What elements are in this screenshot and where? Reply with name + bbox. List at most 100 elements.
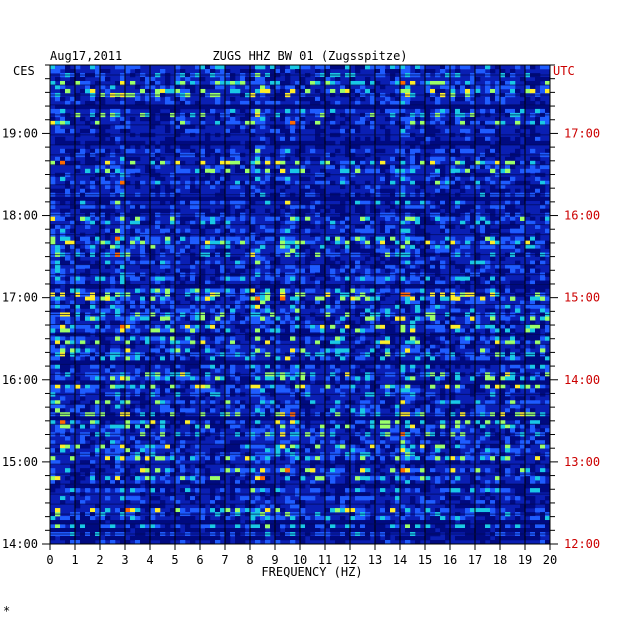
heatmap-cell (80, 336, 86, 341)
heatmap-cell (325, 360, 331, 365)
heatmap-cell (50, 284, 56, 289)
heatmap-cell (270, 260, 276, 265)
heatmap-cell (255, 348, 261, 353)
heatmap-cell (70, 408, 76, 413)
heatmap-cell (375, 356, 381, 361)
heatmap-cell (390, 340, 396, 345)
heatmap-cell (335, 360, 341, 365)
heatmap-cell (470, 140, 476, 146)
heatmap-cell (360, 316, 366, 321)
heatmap-cell (200, 340, 206, 345)
heatmap-cell (535, 224, 541, 229)
heatmap-cell (305, 216, 311, 221)
heatmap-cell (315, 156, 321, 162)
heatmap-cell (175, 180, 181, 186)
heatmap-cell (415, 380, 421, 385)
heatmap-cell (60, 348, 66, 353)
heatmap-cell (385, 264, 391, 269)
heatmap-cell (160, 224, 166, 229)
heatmap-cell (405, 100, 411, 106)
heatmap-cell (125, 256, 131, 261)
heatmap-cell (50, 364, 56, 369)
heatmap-cell (440, 364, 446, 369)
heatmap-cell (415, 260, 421, 265)
heatmap-cell (50, 348, 56, 353)
heatmap-cell (445, 316, 451, 321)
heatmap-cell (140, 340, 146, 345)
heatmap-cell (140, 276, 146, 281)
heatmap-cell (120, 156, 126, 162)
heatmap-cell (325, 240, 331, 245)
heatmap-cell (170, 108, 176, 114)
heatmap-cell (500, 168, 506, 174)
heatmap-cell (90, 300, 96, 305)
heatmap-cell (535, 236, 541, 241)
heatmap-cell (95, 324, 101, 329)
heatmap-cell (335, 320, 341, 325)
heatmap-cell (445, 148, 451, 154)
heatmap-cell (165, 408, 171, 413)
heatmap-cell (55, 260, 61, 265)
heatmap-cell (130, 164, 136, 170)
heatmap-cell (65, 276, 71, 281)
heatmap-cell (390, 328, 396, 333)
heatmap-cell (445, 128, 451, 134)
heatmap-cell (80, 408, 86, 413)
heatmap-cell (535, 116, 541, 122)
heatmap-cell (395, 200, 401, 206)
heatmap-cell (270, 324, 276, 329)
heatmap-cell (220, 328, 226, 333)
heatmap-cell (325, 80, 331, 86)
heatmap-cell (315, 76, 321, 82)
heatmap-cell (250, 216, 256, 221)
heatmap-cell (95, 380, 101, 385)
heatmap-cell (280, 308, 286, 313)
heatmap-cell (535, 364, 541, 369)
heatmap-cell (125, 360, 131, 365)
heatmap-cell (485, 120, 491, 126)
heatmap-cell (540, 256, 546, 261)
heatmap-cell (355, 208, 361, 213)
heatmap-cell (340, 176, 346, 182)
heatmap-cell (395, 380, 401, 385)
heatmap-cell (125, 280, 131, 285)
heatmap-cell (245, 104, 251, 110)
heatmap-cell (240, 316, 246, 321)
heatmap-cell (230, 216, 236, 221)
heatmap-cell (125, 340, 131, 345)
heatmap-cell (155, 376, 161, 381)
heatmap-cell (90, 104, 96, 110)
heatmap-cell (210, 220, 216, 225)
heatmap-cell (190, 148, 196, 154)
heatmap-cell (50, 320, 56, 325)
heatmap-cell (370, 388, 376, 393)
heatmap-cell (150, 76, 156, 82)
heatmap-cell (165, 328, 171, 333)
heatmap-cell (195, 384, 201, 389)
heatmap-cell (190, 380, 196, 385)
heatmap-cell (90, 220, 96, 225)
heatmap-cell (325, 160, 331, 166)
heatmap-cell (265, 88, 271, 94)
heatmap-cell (200, 160, 206, 166)
heatmap-cell (500, 104, 506, 110)
heatmap-cell (270, 76, 276, 82)
heatmap-cell (470, 356, 476, 361)
heatmap-cell (320, 196, 326, 202)
heatmap-cell (230, 304, 236, 309)
heatmap-cell (225, 220, 231, 225)
heatmap-cell (345, 216, 351, 221)
heatmap-cell (490, 108, 496, 114)
heatmap-cell (185, 408, 191, 413)
heatmap-cell (60, 136, 66, 142)
heatmap-cell (470, 224, 476, 229)
heatmap-cell (235, 404, 241, 409)
heatmap-cell (425, 316, 431, 321)
heatmap-cell (310, 184, 316, 190)
heatmap-cell (365, 296, 371, 301)
heatmap-cell (190, 300, 196, 305)
heatmap-cell (475, 120, 481, 126)
heatmap-cell (95, 356, 101, 361)
heatmap-cell (60, 128, 66, 134)
heatmap-cell (430, 260, 436, 265)
